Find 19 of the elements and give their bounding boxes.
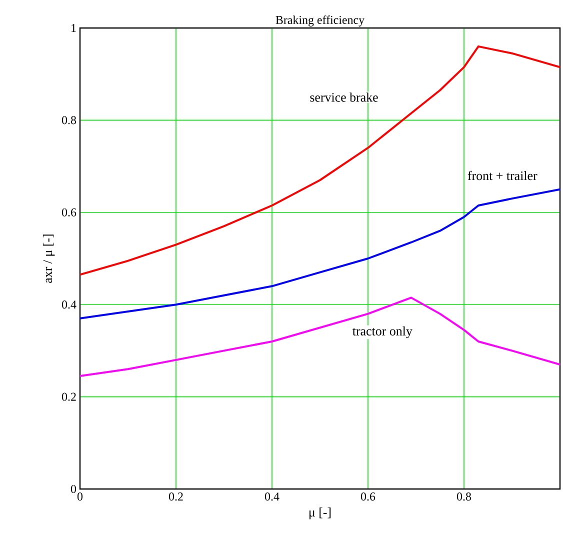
line-series <box>80 45 560 276</box>
y-tick-label: 0.6 <box>62 208 76 216</box>
x-tick-label: 0.8 <box>456 492 472 501</box>
line-series <box>80 188 560 320</box>
y-tick-label: 0.4 <box>62 300 76 309</box>
x-tick-label: 0 <box>77 492 83 501</box>
x-tick-label: 0.6 <box>360 492 376 501</box>
chart-title: Braking efficiency <box>276 15 365 26</box>
annotation: service brake <box>310 92 378 102</box>
y-tick-label: 1 <box>72 24 76 32</box>
annotation: tractor only <box>352 326 412 338</box>
annotation: front + trailer <box>468 170 538 180</box>
x-axis-title: μ [-] <box>309 507 331 520</box>
y-tick-label: 0 <box>70 484 76 494</box>
x-tick-label: 0.4 <box>264 492 280 501</box>
y-tick-label: 0.8 <box>62 116 76 124</box>
x-tick-label: 0.2 <box>168 492 183 501</box>
y-tick-label: 0.2 <box>62 392 76 401</box>
y-axis-title: axr / μ [-] <box>42 234 55 283</box>
